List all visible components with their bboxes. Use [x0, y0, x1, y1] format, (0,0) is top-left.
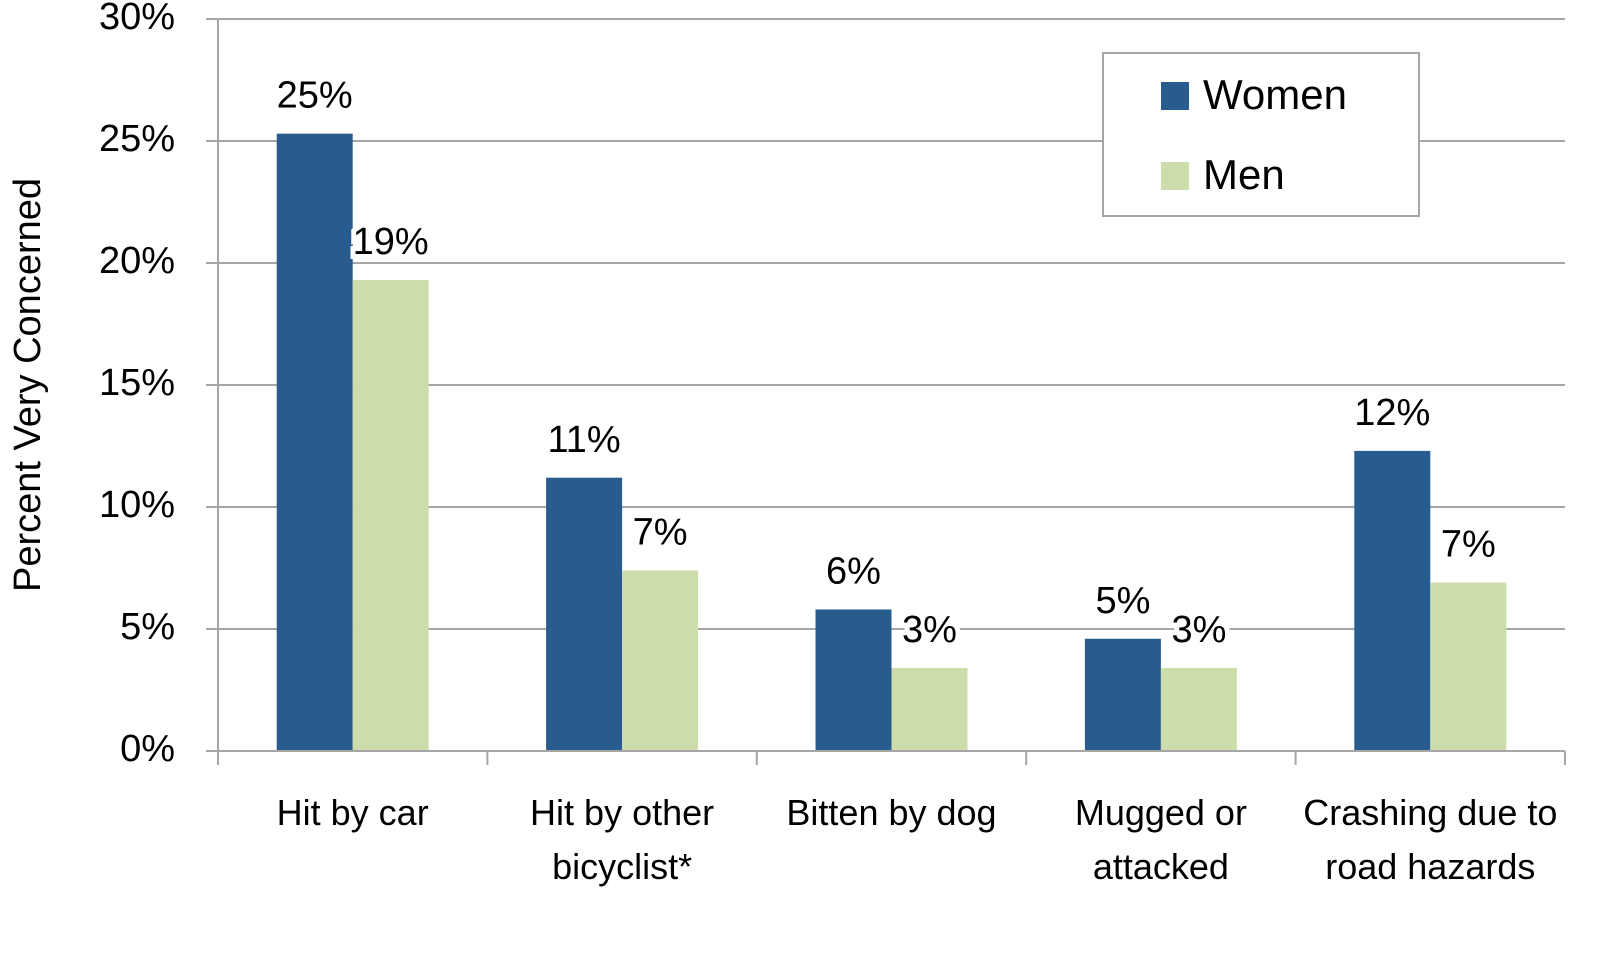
legend-swatch [1161, 82, 1189, 110]
y-tick-label: 20% [99, 240, 175, 282]
x-tick-label: Hit by car [276, 792, 429, 833]
value-label: 7% [633, 511, 688, 553]
bar [622, 570, 699, 751]
value-label: 3% [902, 609, 957, 651]
x-tick-label: Bitten by dog [786, 792, 997, 833]
value-label: 6% [826, 551, 881, 593]
value-label: 25% [277, 75, 353, 117]
x-tick-label: Crashing due to road hazards [1303, 792, 1558, 887]
value-label: 19% [353, 221, 429, 263]
bar [815, 609, 892, 751]
value-label: 11% [547, 419, 620, 461]
y-tick-label: 25% [99, 118, 175, 160]
value-label: 7% [1441, 524, 1496, 566]
value-label: 12% [1354, 392, 1430, 434]
legend-swatch [1161, 162, 1189, 190]
x-tick-label: Hit by other bicyclist* [530, 792, 715, 887]
bar [352, 280, 429, 751]
value-label: 5% [1095, 580, 1150, 622]
y-tick-label: 15% [99, 362, 175, 404]
y-tick-label: 0% [120, 728, 175, 770]
legend-box [1102, 52, 1420, 217]
value-label: 3% [1171, 609, 1226, 651]
legend-label: Women [1203, 71, 1347, 118]
y-tick-label: 10% [99, 484, 175, 526]
y-tick-label: 5% [120, 606, 175, 648]
y-axis-label: Percent Very Concerned [7, 178, 49, 592]
bar [546, 477, 623, 751]
bar [276, 133, 353, 751]
legend-label: Men [1203, 151, 1285, 198]
y-tick-label: 30% [99, 0, 175, 38]
bar [1084, 638, 1161, 751]
x-tick-label: Mugged or attacked [1074, 792, 1247, 887]
bar [1354, 450, 1431, 751]
bar [891, 668, 968, 751]
bar [1160, 668, 1237, 751]
bar [1430, 582, 1507, 751]
